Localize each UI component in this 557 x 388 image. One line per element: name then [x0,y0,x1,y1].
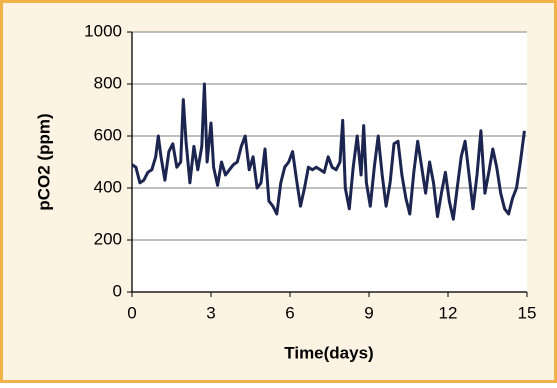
x-tick-label: 3 [206,303,215,322]
x-tick-label: 12 [439,303,458,322]
y-tick-label: 600 [94,125,122,144]
y-tick-label: 1000 [84,21,122,40]
y-tick-label: 400 [94,177,122,196]
x-tick-label: 0 [127,303,136,322]
x-axis-label: Time(days) [284,343,373,362]
x-tick-label: 6 [285,303,294,322]
y-tick-label: 0 [113,281,122,300]
data-line [131,82,526,221]
y-tick-label: 200 [94,229,122,248]
y-tick-label: 800 [94,73,122,92]
x-tick-label: 15 [518,303,537,322]
x-tick-label: 9 [364,303,373,322]
y-axis-label: pCO2 (ppm) [34,113,53,210]
